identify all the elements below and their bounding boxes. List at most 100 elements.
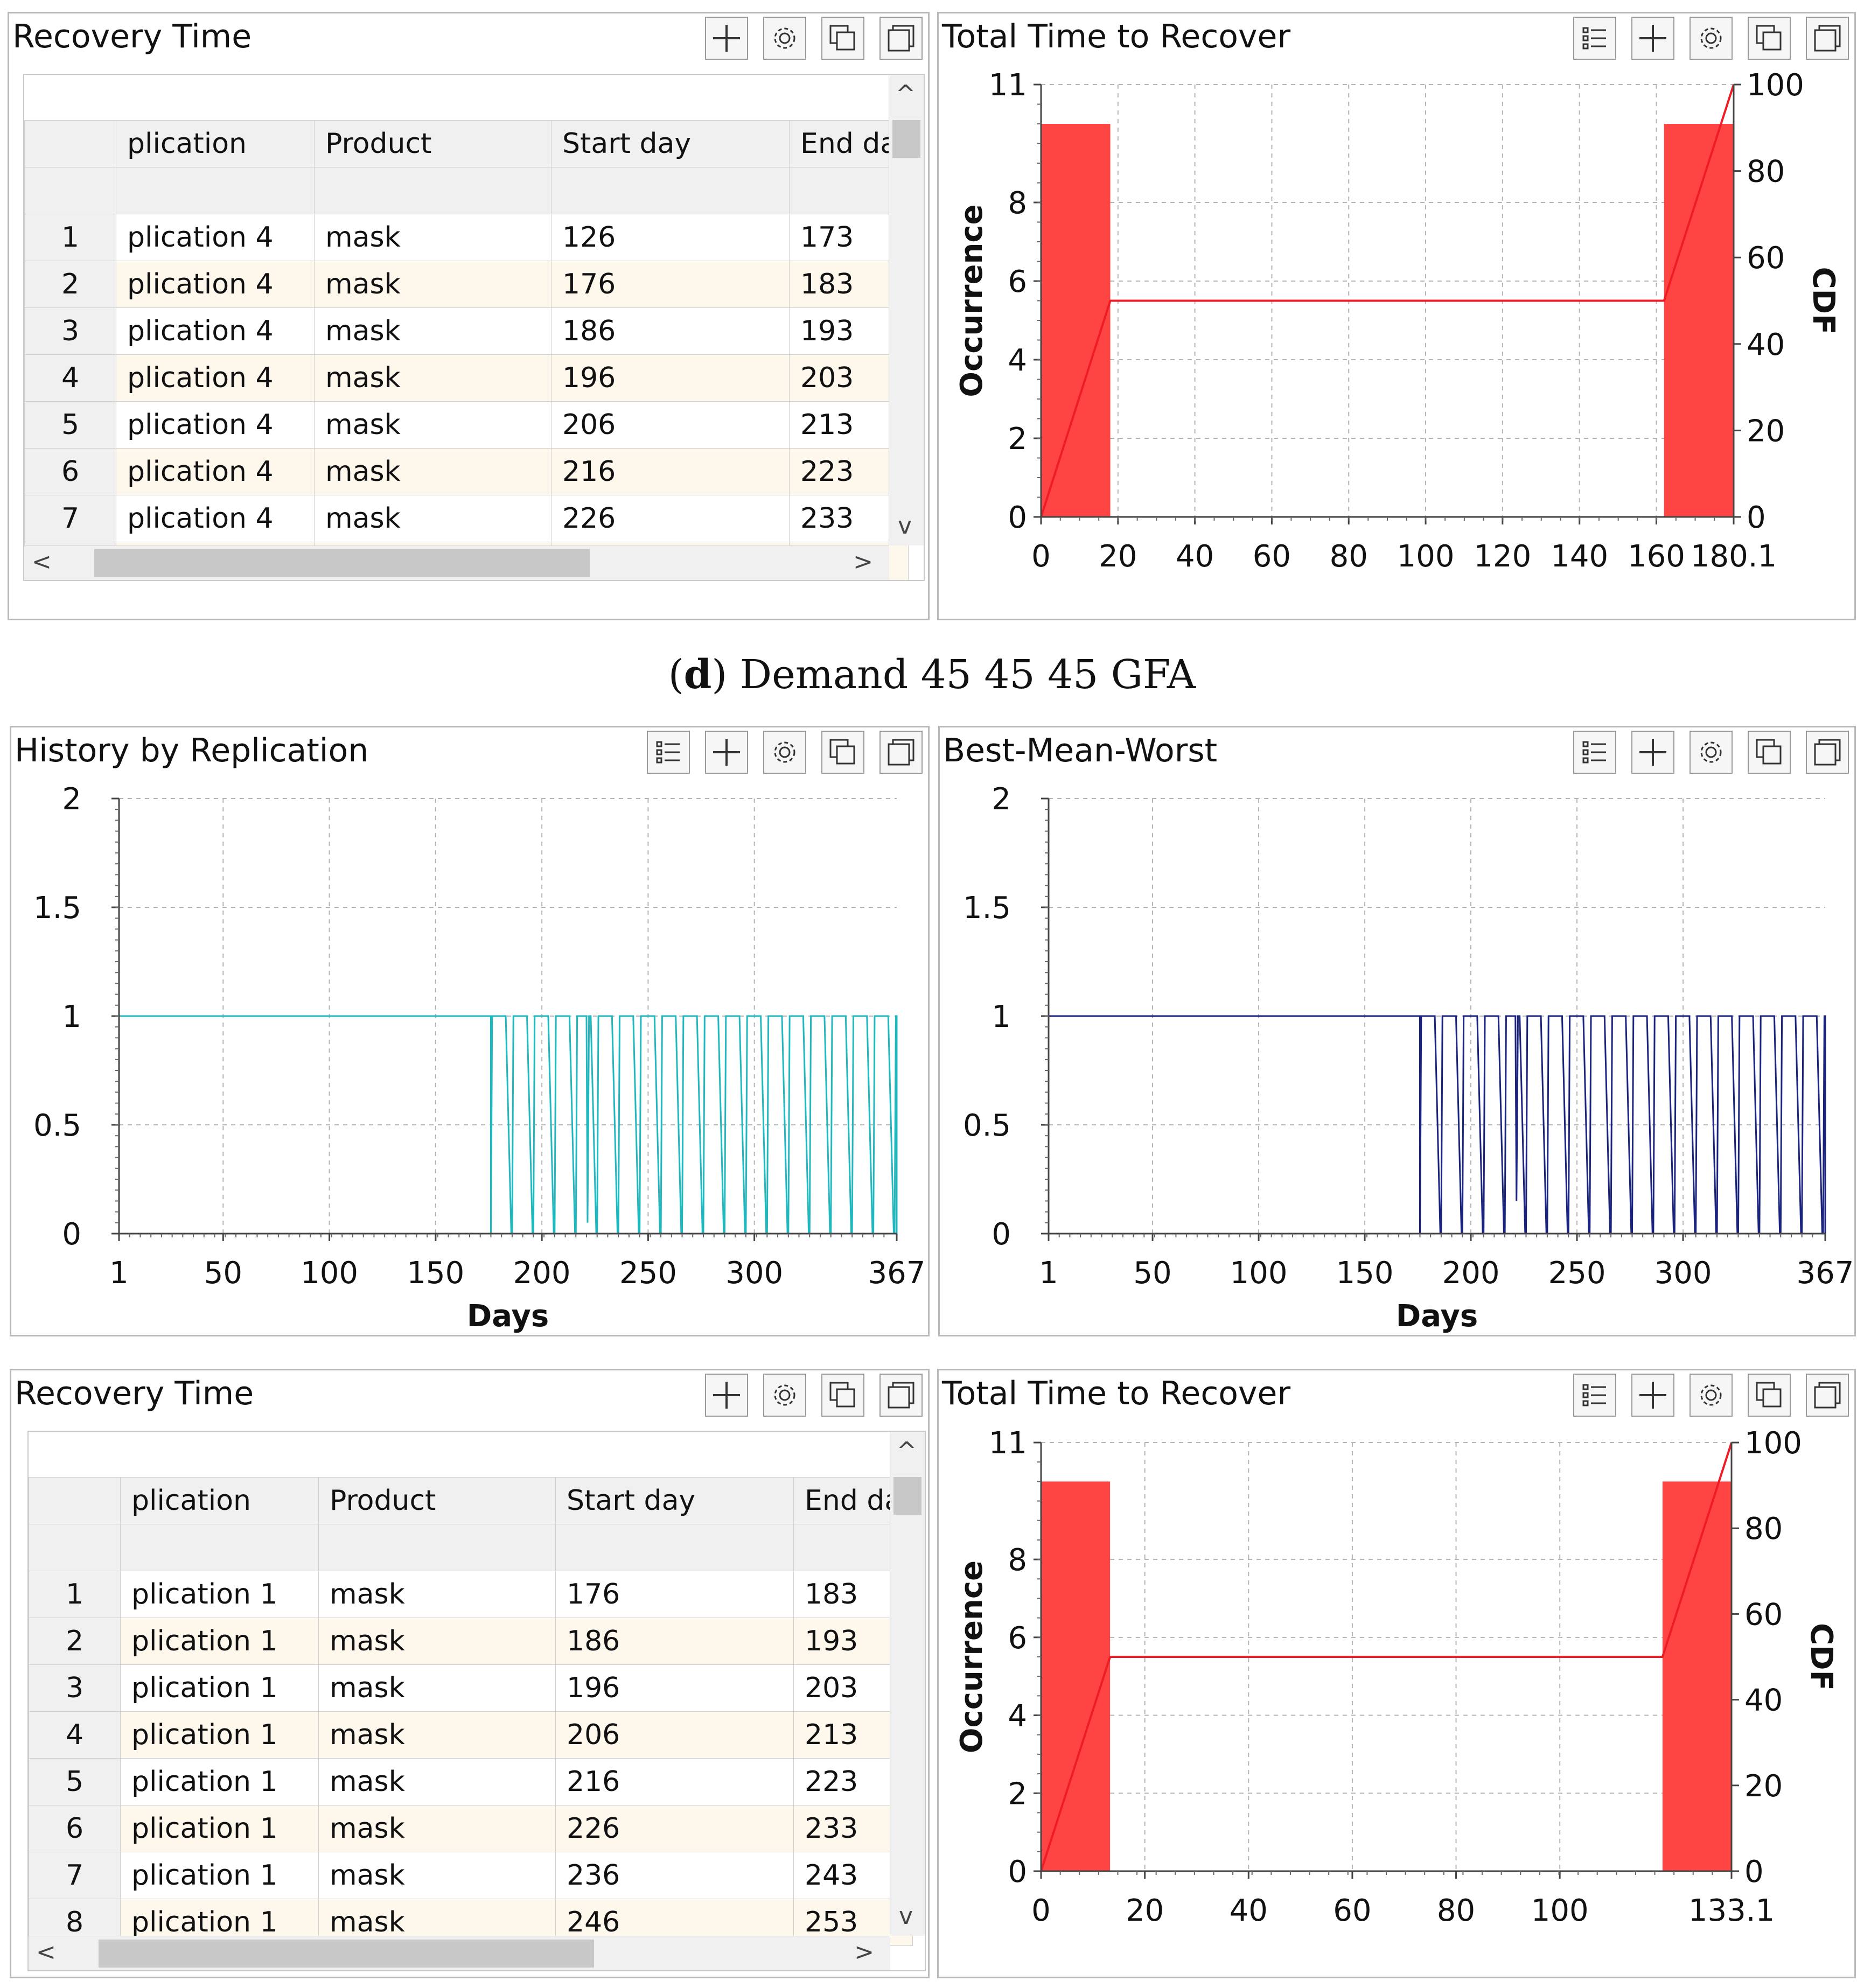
scroll-up-icon[interactable]: ^: [896, 80, 916, 108]
list-button[interactable]: [1573, 1374, 1616, 1417]
copy-icon: [1756, 1382, 1782, 1408]
x-tick-label: 180.1: [1691, 539, 1777, 574]
scroll-right-icon[interactable]: >: [854, 1938, 874, 1966]
copy-button[interactable]: [1748, 17, 1791, 60]
column-filter-cell[interactable]: [29, 1524, 121, 1571]
gear-button[interactable]: [763, 1374, 806, 1417]
x-tick-label: 120: [1474, 539, 1531, 574]
panel-title: Total Time to Recover: [942, 18, 1291, 55]
horizontal-scrollbar[interactable]: < >: [24, 545, 889, 580]
table-row[interactable]: 1 plication 1 mask 176 183: [29, 1571, 913, 1618]
table-row[interactable]: 6 plication 4 mask 216 223: [24, 448, 909, 495]
copy-button[interactable]: [821, 1374, 864, 1417]
table-row[interactable]: 5 plication 1 mask 216 223: [29, 1758, 913, 1805]
table-cell: mask: [314, 261, 551, 308]
copy-button[interactable]: [821, 17, 864, 60]
scroll-left-icon[interactable]: <: [32, 548, 52, 576]
copy-icon: [829, 25, 855, 51]
column-filter-cell[interactable]: [116, 167, 315, 214]
maximize-button[interactable]: [879, 731, 923, 774]
table-filter-bar[interactable]: [24, 75, 889, 121]
column-filter-cell[interactable]: [555, 1524, 794, 1571]
row-number: 5: [29, 1758, 121, 1805]
scroll-down-icon[interactable]: v: [898, 512, 912, 540]
column-filter-cell[interactable]: [120, 1524, 319, 1571]
maximize-button[interactable]: [879, 1374, 923, 1417]
vertical-scroll-thumb[interactable]: [893, 1477, 921, 1515]
scroll-left-icon[interactable]: <: [36, 1938, 56, 1966]
horizontal-scrollbar[interactable]: < >: [29, 1936, 890, 1970]
scroll-down-icon[interactable]: v: [899, 1902, 913, 1930]
row-number-header[interactable]: [24, 120, 116, 167]
vertical-scroll-thumb[interactable]: [892, 120, 920, 158]
maximize-button[interactable]: [1806, 731, 1849, 774]
column-header[interactable]: Product: [318, 1477, 556, 1524]
horizontal-scroll-thumb[interactable]: [94, 549, 590, 577]
column-filter-cell[interactable]: [314, 167, 551, 214]
panel-toolbar: [647, 731, 923, 774]
list-button[interactable]: [647, 731, 690, 774]
x-axis-title: Days: [467, 1299, 549, 1334]
y-axis-title: Occurrence: [954, 204, 989, 397]
table-cell: plication 1: [120, 1852, 319, 1899]
table-row[interactable]: 2 plication 4 mask 176 183: [24, 261, 909, 308]
table-cell: mask: [318, 1571, 556, 1618]
row-number: 1: [24, 214, 116, 261]
table-row[interactable]: 4 plication 1 mask 206 213: [29, 1711, 913, 1759]
list-button[interactable]: [1573, 731, 1616, 774]
table-row[interactable]: 6 plication 1 mask 226 233: [29, 1805, 913, 1852]
plus-icon: [713, 1382, 740, 1409]
maximize-button[interactable]: [1806, 17, 1849, 60]
gear-button[interactable]: [1690, 1374, 1733, 1417]
y2-tick-label: 100: [1744, 1426, 1802, 1461]
plus-button[interactable]: [705, 1374, 748, 1417]
table-row[interactable]: 7 plication 1 mask 236 243: [29, 1852, 913, 1899]
maximize-button[interactable]: [879, 17, 923, 60]
scroll-right-icon[interactable]: >: [853, 548, 873, 576]
copy-button[interactable]: [1748, 731, 1791, 774]
panel-title: Best-Mean-Worst: [943, 732, 1218, 769]
plus-button[interactable]: [1631, 731, 1674, 774]
plus-button[interactable]: [705, 17, 748, 60]
table-cell: 126: [551, 214, 790, 261]
plus-icon: [1639, 1382, 1666, 1409]
table-row[interactable]: 4 plication 4 mask 196 203: [24, 354, 909, 402]
column-header[interactable]: Product: [314, 120, 551, 167]
table-row[interactable]: 3 plication 1 mask 196 203: [29, 1664, 913, 1712]
column-header[interactable]: Start day: [551, 120, 790, 167]
column-header[interactable]: plication: [116, 120, 315, 167]
column-header[interactable]: plication: [120, 1477, 319, 1524]
gear-button[interactable]: [1690, 17, 1733, 60]
maximize-button[interactable]: [1806, 1374, 1849, 1417]
x-tick-label: 60: [1333, 1893, 1371, 1928]
plus-button[interactable]: [705, 731, 748, 774]
plus-button[interactable]: [1631, 1374, 1674, 1417]
table-row[interactable]: 5 plication 4 mask 206 213: [24, 401, 909, 449]
column-filter-cell[interactable]: [24, 167, 116, 214]
vertical-scrollbar[interactable]: ^ v: [890, 1432, 925, 1936]
column-header[interactable]: Start day: [555, 1477, 794, 1524]
table-row[interactable]: 1 plication 4 mask 126 173: [24, 214, 909, 261]
column-filter-cell[interactable]: [551, 167, 790, 214]
gear-button[interactable]: [763, 17, 806, 60]
column-filter-cell[interactable]: [318, 1524, 556, 1571]
y-tick-label: 2: [1008, 1776, 1027, 1811]
y2-tick-label: 40: [1744, 1683, 1783, 1718]
table-filter-bar[interactable]: [29, 1432, 890, 1478]
copy-button[interactable]: [821, 731, 864, 774]
table-row[interactable]: 3 plication 4 mask 186 193: [24, 307, 909, 355]
scroll-up-icon[interactable]: ^: [897, 1437, 917, 1465]
table-row[interactable]: 7 plication 4 mask 226 233: [24, 495, 909, 542]
horizontal-scroll-thumb[interactable]: [99, 1940, 594, 1968]
gear-icon: [774, 1384, 795, 1406]
plus-button[interactable]: [1631, 17, 1674, 60]
gear-button[interactable]: [1690, 731, 1733, 774]
table-row[interactable]: 2 plication 1 mask 186 193: [29, 1618, 913, 1665]
histogram-bar: [1664, 124, 1734, 517]
copy-button[interactable]: [1748, 1374, 1791, 1417]
x-tick-label: 100: [1230, 1256, 1288, 1291]
list-button[interactable]: [1573, 17, 1616, 60]
gear-button[interactable]: [763, 731, 806, 774]
row-number-header[interactable]: [29, 1477, 121, 1524]
vertical-scrollbar[interactable]: ^ v: [889, 75, 924, 545]
